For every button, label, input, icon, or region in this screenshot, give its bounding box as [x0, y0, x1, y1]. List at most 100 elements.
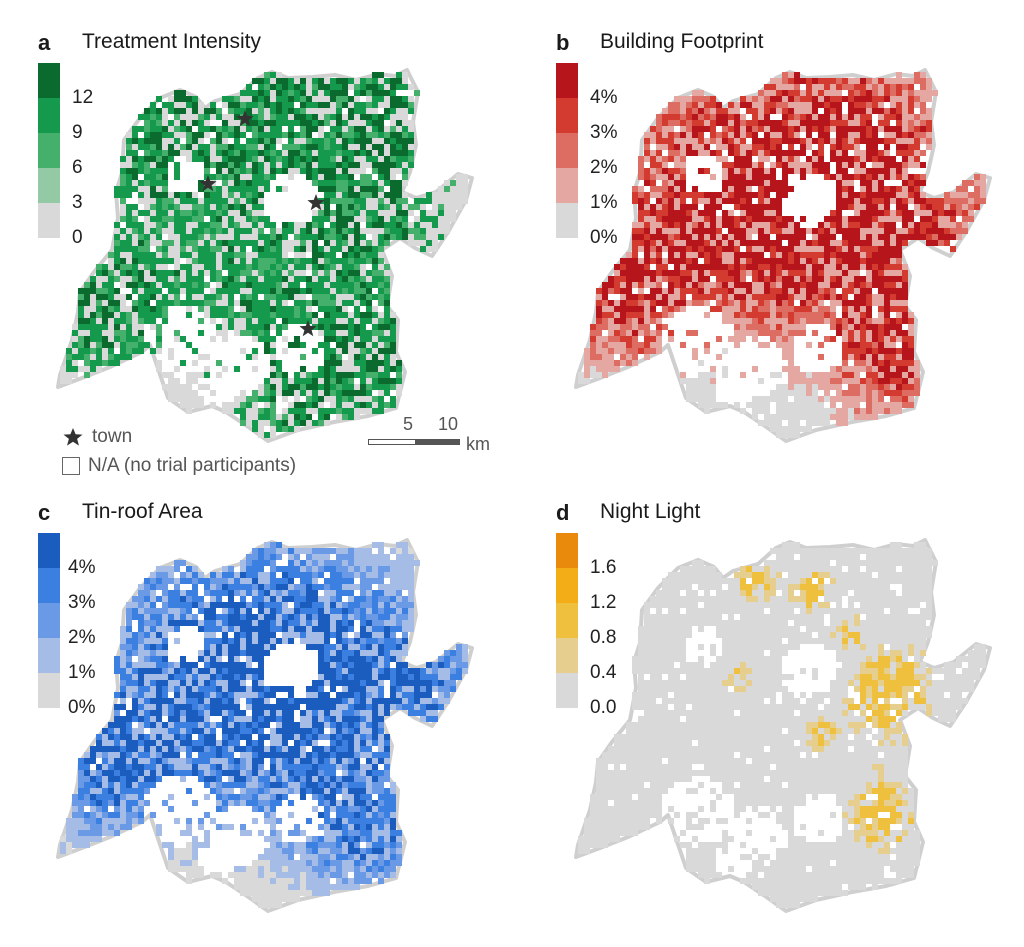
map-cell — [84, 360, 90, 366]
map-cell — [372, 282, 378, 288]
map-cell — [698, 102, 704, 108]
map-cell — [770, 246, 776, 252]
map-cell — [360, 324, 366, 330]
map-cell — [336, 132, 342, 138]
map-cell — [740, 234, 746, 240]
map-cell — [842, 84, 848, 90]
map-cell — [234, 162, 240, 168]
map-cell — [264, 126, 270, 132]
map-cell — [878, 312, 884, 318]
map-cell — [300, 548, 306, 554]
map-cell — [306, 372, 312, 378]
map-cell — [336, 258, 342, 264]
map-cell — [752, 336, 758, 342]
map-cell — [276, 596, 282, 602]
map-cell — [324, 566, 330, 572]
map-cell — [770, 102, 776, 108]
map-cell — [222, 578, 228, 584]
map-cell — [228, 590, 234, 596]
map-cell — [902, 294, 908, 300]
map-cell — [258, 324, 264, 330]
map-cell — [210, 186, 216, 192]
map-cell — [740, 96, 746, 102]
map-cell — [890, 186, 896, 192]
map-cell — [758, 210, 764, 216]
map-cell — [752, 96, 758, 102]
map-cell — [414, 222, 420, 228]
map-cell — [800, 126, 806, 132]
map-cell — [836, 156, 842, 162]
map-cell — [426, 198, 432, 204]
na-square-icon — [62, 457, 80, 475]
map-cell — [890, 108, 896, 114]
map-cell — [234, 288, 240, 294]
map-cell — [324, 138, 330, 144]
map-cell — [914, 78, 920, 84]
map-cell — [402, 132, 408, 138]
map-cell — [306, 408, 312, 414]
map-cell — [216, 186, 222, 192]
map-cell — [782, 192, 788, 198]
map-cell — [222, 402, 228, 408]
map-cell — [860, 162, 866, 168]
map-cell — [354, 342, 360, 348]
map-cell — [90, 276, 96, 282]
map-cell — [884, 390, 890, 396]
map-cell — [842, 78, 848, 84]
map-cell — [312, 120, 318, 126]
map-cell — [896, 294, 902, 300]
map-cell — [198, 240, 204, 246]
map-cell — [878, 162, 884, 168]
map-cell — [228, 312, 234, 318]
map-cell — [602, 348, 608, 354]
map-cell — [336, 282, 342, 288]
map-cell — [96, 348, 102, 354]
map-cell — [704, 288, 710, 294]
map-cell — [704, 126, 710, 132]
map-cell — [312, 560, 318, 566]
map-cell — [704, 138, 710, 144]
map-cell — [228, 288, 234, 294]
map-cell — [324, 590, 330, 596]
map-cell — [282, 96, 288, 102]
map-cell — [806, 420, 812, 426]
map-cell — [114, 324, 120, 330]
map-cell — [788, 162, 794, 168]
map-cell — [426, 246, 432, 252]
map-cell — [354, 78, 360, 84]
map-cell — [336, 300, 342, 306]
map-cell — [180, 336, 186, 342]
map-cell — [800, 396, 806, 402]
map-cell — [794, 132, 800, 138]
map-cell — [330, 162, 336, 168]
map-cell — [366, 372, 372, 378]
map-cell — [222, 246, 228, 252]
map-cell — [650, 162, 656, 168]
scale-bar — [368, 439, 460, 445]
map-cell — [866, 306, 872, 312]
map-cell — [962, 204, 968, 210]
map-cell — [758, 396, 764, 402]
map-cell — [288, 548, 294, 554]
map-cell — [710, 120, 716, 126]
map-cell — [258, 384, 264, 390]
map-cell — [372, 180, 378, 186]
map-cell — [300, 228, 306, 234]
map-cell — [366, 336, 372, 342]
map-cell — [384, 402, 390, 408]
map-cell — [764, 264, 770, 270]
map-cell — [270, 252, 276, 258]
map-cell — [222, 144, 228, 150]
map-cell — [866, 138, 872, 144]
map-cell — [662, 198, 668, 204]
map-cell — [402, 234, 408, 240]
colorbar-tick: 0% — [590, 227, 618, 248]
map-cell — [342, 204, 348, 210]
map-cell — [126, 354, 132, 360]
map-cell — [144, 126, 150, 132]
map-cell — [312, 168, 318, 174]
map-cell — [638, 294, 644, 300]
map-cell — [686, 192, 692, 198]
map-cell — [216, 228, 222, 234]
map-cell — [632, 300, 638, 306]
